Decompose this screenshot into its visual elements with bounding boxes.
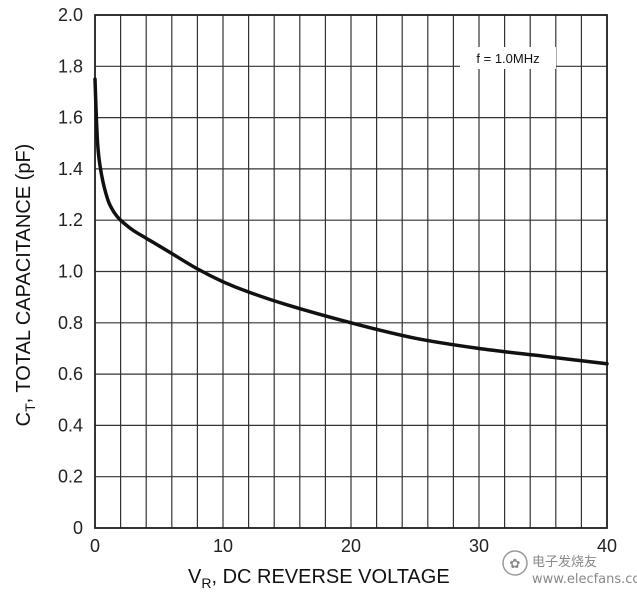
tick-labels: 0 10 20 30 40 0 0.2 0.4 0.6 0.8 1.0 1.2 1.4 1.6 1.8 2.0 [58,5,617,556]
y-tick-label: 0.8 [58,313,83,333]
x-axis-title-main: V [188,566,202,588]
y-tick-label: 0.4 [58,415,83,435]
watermark: ✿ 电子发烧友 www.elecfans.com [502,550,637,587]
frequency-annotation: f = 1.0MHz [476,51,539,66]
x-axis-title-sub: R [201,575,211,591]
x-axis-title-rest: , DC REVERSE VOLTAGE [211,566,449,588]
x-tick-label: 20 [341,536,361,556]
y-axis-title: CT, TOTAL CAPACITANCE (pF) [13,144,38,427]
y-tick-label: 0.2 [58,467,83,487]
y-tick-label: 0.6 [58,364,83,384]
y-axis-title-sub: T [22,403,38,412]
capacitance-curve [93,77,609,366]
watermark-url: www.elecfans.com [532,572,637,587]
y-tick-label: 1.8 [58,56,83,76]
grid [94,14,608,529]
watermark-logo-glyph: ✿ [510,557,521,572]
y-tick-label: 1.2 [58,210,83,230]
y-tick-label: 1.6 [58,108,83,128]
x-tick-label: 30 [469,536,489,556]
plot-frame [94,14,608,529]
watermark-logo-icon [502,550,528,576]
annotation-background [460,47,556,69]
x-axis-title: VR, DC REVERSE VOLTAGE [188,566,450,591]
x-tick-label: 10 [213,536,233,556]
y-tick-label: 1.0 [58,262,83,282]
x-tick-label: 40 [597,536,617,556]
y-tick-label: 1.4 [58,159,83,179]
y-axis-title-main: C [13,412,35,426]
y-tick-label: 0 [73,518,83,538]
y-tick-label: 2.0 [58,5,83,25]
y-axis-title-rest: , TOTAL CAPACITANCE (pF) [13,144,35,404]
x-tick-label: 0 [90,536,100,556]
watermark-brand: 电子发烧友 [532,554,597,570]
